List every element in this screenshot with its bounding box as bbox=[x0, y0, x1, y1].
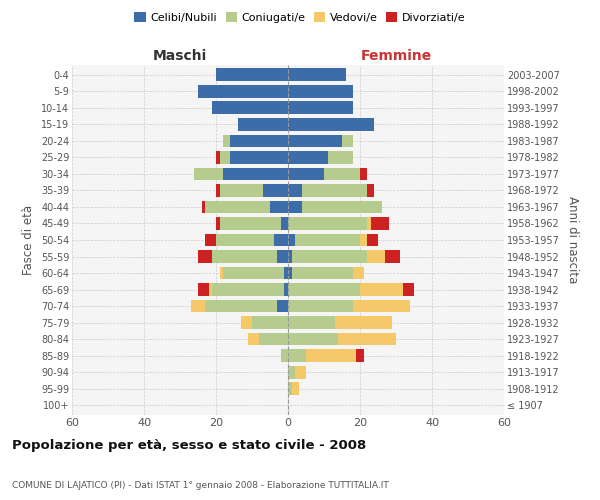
Bar bbox=[385, 250, 400, 263]
Y-axis label: Fasce di età: Fasce di età bbox=[22, 205, 35, 275]
Bar bbox=[220, 184, 263, 197]
Text: COMUNE DI LAJATICO (PI) - Dati ISTAT 1° gennaio 2008 - Elaborazione TUTTITALIA.I: COMUNE DI LAJATICO (PI) - Dati ISTAT 1° … bbox=[12, 481, 389, 490]
Bar bbox=[292, 266, 353, 280]
Bar bbox=[259, 332, 288, 345]
Bar bbox=[360, 234, 367, 246]
Bar bbox=[292, 382, 299, 395]
Bar bbox=[288, 382, 292, 395]
Bar bbox=[328, 151, 353, 164]
Bar bbox=[367, 234, 378, 246]
Bar bbox=[288, 151, 328, 164]
Bar bbox=[230, 134, 288, 147]
Bar bbox=[288, 266, 292, 280]
Bar bbox=[353, 300, 410, 312]
Bar bbox=[288, 102, 353, 114]
Bar bbox=[288, 184, 302, 197]
Bar bbox=[342, 134, 353, 147]
Bar bbox=[288, 134, 342, 147]
Bar bbox=[194, 168, 223, 180]
Bar bbox=[202, 200, 205, 213]
Bar bbox=[288, 250, 292, 263]
Bar bbox=[367, 250, 385, 263]
Bar bbox=[367, 217, 371, 230]
Bar bbox=[263, 184, 288, 197]
Bar bbox=[223, 134, 230, 147]
Bar bbox=[205, 300, 277, 312]
Bar bbox=[288, 68, 346, 82]
Text: Femmine: Femmine bbox=[361, 50, 431, 64]
Bar bbox=[335, 316, 392, 329]
Bar bbox=[288, 217, 367, 230]
Bar bbox=[288, 168, 324, 180]
Bar bbox=[284, 266, 288, 280]
Bar bbox=[403, 283, 414, 296]
Bar bbox=[338, 332, 396, 345]
Bar bbox=[281, 349, 288, 362]
Bar bbox=[248, 332, 259, 345]
Bar bbox=[371, 217, 389, 230]
Bar bbox=[216, 68, 288, 82]
Bar bbox=[216, 217, 220, 230]
Bar bbox=[288, 332, 338, 345]
Bar bbox=[353, 266, 364, 280]
Bar bbox=[220, 266, 223, 280]
Bar bbox=[288, 300, 353, 312]
Bar bbox=[274, 234, 288, 246]
Bar bbox=[223, 168, 288, 180]
Bar bbox=[191, 300, 205, 312]
Bar bbox=[270, 200, 288, 213]
Bar bbox=[198, 250, 212, 263]
Bar bbox=[367, 184, 374, 197]
Bar bbox=[220, 151, 230, 164]
Bar bbox=[212, 283, 284, 296]
Bar bbox=[288, 85, 353, 98]
Bar bbox=[306, 349, 356, 362]
Bar bbox=[205, 234, 216, 246]
Y-axis label: Anni di nascita: Anni di nascita bbox=[566, 196, 579, 284]
Bar bbox=[198, 283, 209, 296]
Bar bbox=[220, 217, 281, 230]
Text: Popolazione per età, sesso e stato civile - 2008: Popolazione per età, sesso e stato civil… bbox=[12, 440, 366, 452]
Bar bbox=[288, 316, 335, 329]
Text: Maschi: Maschi bbox=[153, 50, 207, 64]
Bar bbox=[277, 250, 288, 263]
Bar bbox=[302, 200, 382, 213]
Bar bbox=[360, 283, 403, 296]
Bar bbox=[252, 316, 288, 329]
Bar bbox=[288, 234, 295, 246]
Bar bbox=[198, 85, 288, 98]
Bar bbox=[216, 234, 274, 246]
Bar bbox=[288, 283, 360, 296]
Bar bbox=[205, 200, 270, 213]
Bar bbox=[295, 366, 306, 378]
Bar bbox=[209, 283, 212, 296]
Bar bbox=[238, 118, 288, 131]
Bar bbox=[230, 151, 288, 164]
Bar bbox=[223, 266, 284, 280]
Bar bbox=[277, 300, 288, 312]
Bar bbox=[292, 250, 367, 263]
Bar bbox=[212, 250, 277, 263]
Bar bbox=[360, 168, 367, 180]
Bar bbox=[241, 316, 252, 329]
Legend: Celibi/Nubili, Coniugati/e, Vedovi/e, Divorziati/e: Celibi/Nubili, Coniugati/e, Vedovi/e, Di… bbox=[130, 8, 470, 28]
Bar bbox=[216, 184, 220, 197]
Bar bbox=[324, 168, 360, 180]
Bar bbox=[288, 349, 306, 362]
Bar bbox=[212, 102, 288, 114]
Bar bbox=[356, 349, 364, 362]
Bar bbox=[295, 234, 360, 246]
Bar bbox=[288, 200, 302, 213]
Bar bbox=[216, 151, 220, 164]
Bar bbox=[288, 366, 295, 378]
Bar bbox=[281, 217, 288, 230]
Bar bbox=[302, 184, 367, 197]
Bar bbox=[284, 283, 288, 296]
Bar bbox=[288, 118, 374, 131]
